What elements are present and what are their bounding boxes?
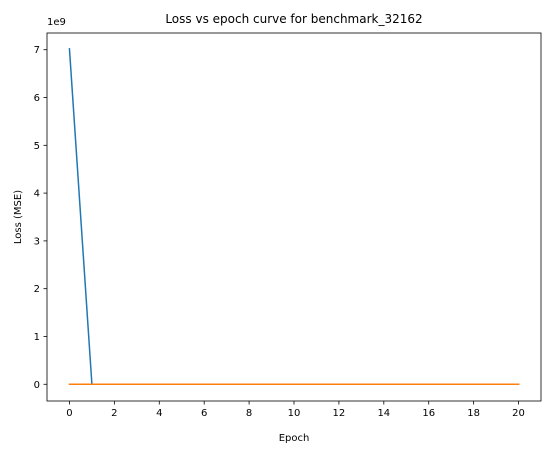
y-tick-label: 6 (34, 93, 40, 104)
plot-frame (46, 32, 542, 402)
x-tick-label: 18 (467, 408, 480, 419)
x-tick-label: 20 (512, 408, 525, 419)
y-tick-label: 4 (34, 189, 40, 200)
x-tick-label: 12 (333, 408, 346, 419)
x-tick-label: 14 (377, 408, 390, 419)
x-tick-label: 8 (246, 408, 252, 419)
x-tick-label: 10 (288, 408, 301, 419)
x-tick-label: 0 (66, 408, 72, 419)
y-tick-label: 5 (34, 141, 40, 152)
y-axis-label: Loss (MSE) (13, 190, 24, 244)
x-tick-label: 6 (201, 408, 207, 419)
series-line-1 (68, 47, 520, 386)
x-axis-label: Epoch (279, 433, 310, 444)
y-tick-label: 3 (34, 236, 40, 247)
chart-title: Loss vs epoch curve for benchmark_32162 (165, 12, 422, 26)
y-tick-label: 0 (34, 380, 40, 391)
y-tick-label: 1 (34, 332, 40, 343)
x-tick-label: 2 (111, 408, 117, 419)
y-tick-label: 2 (34, 284, 40, 295)
x-tick-label: 16 (422, 408, 435, 419)
x-tick-label: 4 (156, 408, 162, 419)
y-offset-label: 1e9 (47, 17, 66, 28)
y-tick-label: 7 (34, 45, 40, 56)
